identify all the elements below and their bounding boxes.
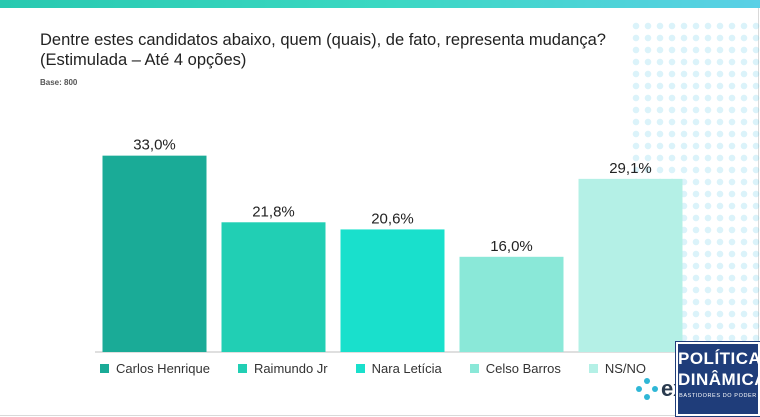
legend-label-4: NS/NO <box>604 360 647 376</box>
bar-2 <box>340 229 445 352</box>
legend-item-0: Carlos Henrique <box>100 358 210 378</box>
legend-swatch-0 <box>100 363 109 373</box>
chart-title-line1: Dentre estes candidatos abaixo, quem (qu… <box>40 31 606 49</box>
data-label-4: 29,1% <box>609 160 652 177</box>
legend-swatch-1 <box>237 363 247 373</box>
top-accent-bar <box>0 0 760 8</box>
watermark-line1: POLÍTICA <box>678 349 760 368</box>
data-label-1: 21,8% <box>252 203 295 220</box>
legend-label-3: Celso Barros <box>485 360 561 376</box>
watermark-line2: DINÂMICA <box>678 370 760 389</box>
bar-1 <box>221 222 326 352</box>
legend-swatch-2 <box>355 363 365 373</box>
legend-label-0: Carlos Henrique <box>116 360 210 376</box>
legend-item-2: Nara Letícia <box>355 358 442 378</box>
data-label-0: 33,0% <box>133 137 176 154</box>
legend-label-1: Raimundo Jr <box>253 360 328 376</box>
legend-item-4: NS/NO <box>588 358 647 378</box>
legend-label-2: Nara Letícia <box>371 360 442 376</box>
chart-legend: Carlos Henrique Raimundo Jr Nara Letícia Ce… <box>100 358 674 378</box>
expertise-logo-icon <box>636 378 658 400</box>
data-label-3: 16,0% <box>490 238 533 255</box>
legend-swatch-3 <box>469 363 479 373</box>
bar-0 <box>102 155 207 352</box>
base-label: Base: 800 <box>40 78 78 87</box>
watermark-badge: POLÍTICA DINÂMICA BASTIDORES DO PODER <box>676 342 760 416</box>
bar-4 <box>578 178 683 352</box>
data-label-2: 20,6% <box>371 210 414 227</box>
legend-swatch-4 <box>588 363 598 373</box>
watermark-line3: BASTIDORES DO PODER <box>679 393 757 399</box>
chart-title-line2: (Estimulada – Até 4 opções) <box>40 51 247 69</box>
chart-title: Dentre estes candidatos abaixo, quem (qu… <box>40 30 680 70</box>
legend-item-1: Raimundo Jr <box>237 358 328 378</box>
legend-item-3: Celso Barros <box>469 358 561 378</box>
bar-3 <box>459 256 564 352</box>
slide-frame <box>0 8 759 416</box>
